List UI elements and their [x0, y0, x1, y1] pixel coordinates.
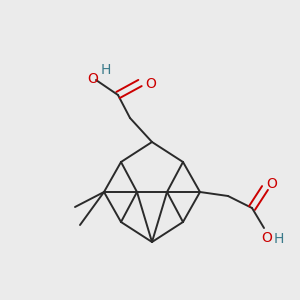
Text: H: H — [274, 232, 284, 246]
Text: O: O — [88, 72, 98, 86]
Text: O: O — [267, 177, 278, 191]
Text: O: O — [262, 231, 272, 245]
Text: H: H — [101, 63, 111, 77]
Text: O: O — [146, 77, 156, 91]
